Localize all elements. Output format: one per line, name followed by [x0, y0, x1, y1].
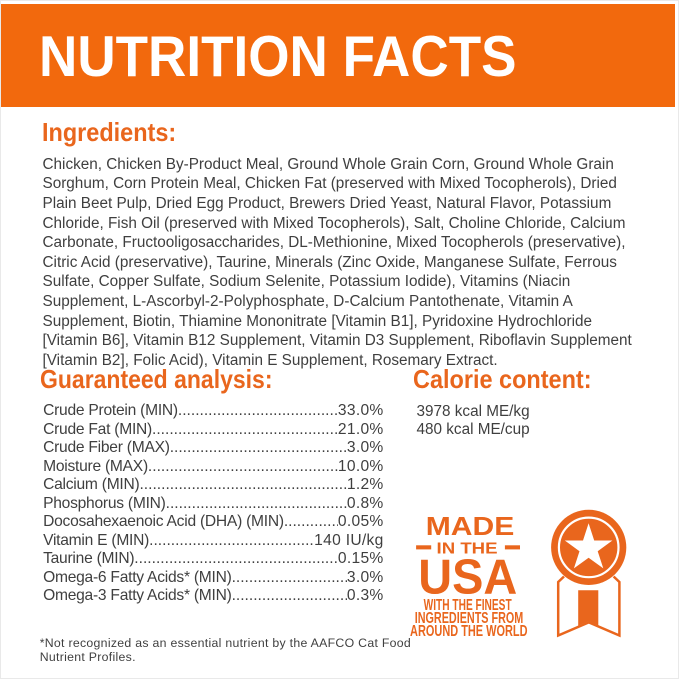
svg-text:IN THE: IN THE — [437, 539, 498, 557]
svg-text:MADE: MADE — [426, 511, 515, 541]
svg-text:USA: USA — [418, 550, 517, 605]
svg-text:WITH THE FINEST: WITH THE FINEST — [424, 596, 512, 614]
svg-text:AROUND THE WORLD: AROUND THE WORLD — [410, 622, 528, 640]
svg-text:INGREDIENTS FROM: INGREDIENTS FROM — [415, 609, 524, 627]
